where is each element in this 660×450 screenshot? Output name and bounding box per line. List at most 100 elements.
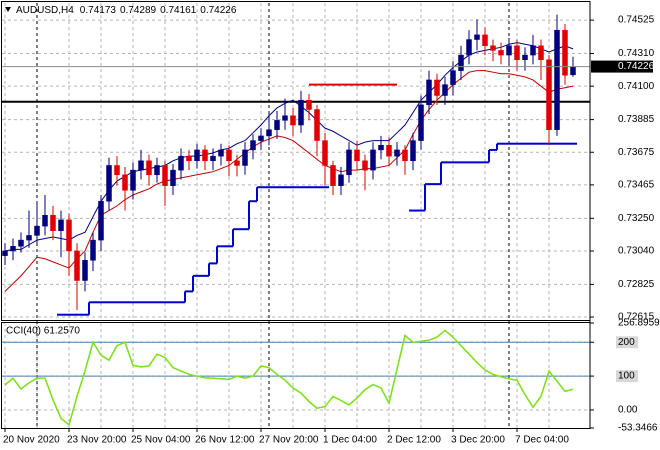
y-tick-label: 0.73885 bbox=[618, 114, 655, 125]
y-tick-label: 0.74100 bbox=[618, 81, 655, 92]
candle-body bbox=[242, 149, 248, 166]
candle-body bbox=[290, 115, 296, 126]
candle-body bbox=[146, 160, 152, 176]
candle-body bbox=[458, 54, 464, 71]
candle-body bbox=[122, 174, 128, 191]
candle-body bbox=[466, 39, 472, 56]
candle-body bbox=[354, 149, 360, 162]
high-value: 0.74289 bbox=[120, 5, 157, 16]
close-value: 0.74226 bbox=[200, 5, 237, 16]
candle-body bbox=[66, 219, 72, 252]
candle-body bbox=[2, 250, 8, 256]
x-tick-label: 26 Nov 12:00 bbox=[195, 435, 255, 446]
candle-body bbox=[42, 214, 48, 227]
candle-body bbox=[34, 225, 40, 236]
candle-body bbox=[394, 149, 400, 157]
y-tick-label: 0.74310 bbox=[618, 48, 655, 59]
candle-body bbox=[82, 260, 88, 281]
candle-body bbox=[402, 149, 408, 162]
candle-body bbox=[418, 104, 424, 141]
y-tick-label: 0.74525 bbox=[618, 15, 655, 26]
candle-body bbox=[514, 45, 520, 60]
candle-body bbox=[10, 246, 16, 252]
candle-body bbox=[210, 155, 216, 162]
x-tick-label: 7 Dec 04:00 bbox=[515, 435, 569, 446]
candle-body bbox=[130, 169, 136, 191]
candle-body bbox=[322, 140, 328, 166]
labels-layer: 20 Nov 2020 23 Nov 20:00 25 Nov 04:00 26 No… bbox=[3, 1, 660, 446]
candle-body bbox=[50, 214, 56, 232]
chart-header: AUDUSD,H4 0.74173 0.74289 0.74161 0.74226 bbox=[16, 5, 237, 16]
candle-body bbox=[170, 169, 176, 186]
data-layer bbox=[2, 14, 590, 427]
cci-title: CCI(40) 61.2570 bbox=[6, 326, 80, 337]
x-tick-label: 25 Nov 04:00 bbox=[131, 435, 191, 446]
candle-body bbox=[386, 145, 392, 157]
level-label-box bbox=[616, 370, 638, 383]
candle-body bbox=[338, 174, 344, 186]
low-value: 0.74161 bbox=[160, 5, 197, 16]
candle-body bbox=[202, 149, 208, 162]
symbol: AUDUSD,H4 bbox=[16, 5, 74, 16]
candle-body bbox=[18, 239, 24, 247]
x-tick-label: 1 Dec 04:00 bbox=[323, 435, 377, 446]
x-tick-label: 3 Dec 20:00 bbox=[451, 435, 505, 446]
candle-body bbox=[274, 120, 280, 130]
candle-body bbox=[58, 219, 64, 232]
x-tick-label: 2 Dec 12:00 bbox=[387, 435, 441, 446]
candle-body bbox=[482, 34, 488, 47]
candle-body bbox=[346, 149, 352, 176]
y-tick-label: 0.00 bbox=[618, 405, 638, 416]
candle-body bbox=[570, 66, 576, 76]
current-price-label: 0.74226 bbox=[618, 61, 655, 72]
candle-body bbox=[234, 160, 240, 166]
candle-body bbox=[426, 79, 432, 106]
y-tick-label: 0.73465 bbox=[618, 180, 655, 191]
candle-body bbox=[194, 149, 200, 162]
candle-body bbox=[162, 165, 168, 186]
candle-body bbox=[186, 155, 192, 162]
candle-body bbox=[250, 140, 256, 151]
candle-body bbox=[562, 29, 568, 76]
candle-body bbox=[330, 165, 336, 186]
candle-body bbox=[378, 145, 384, 151]
candle-body bbox=[474, 34, 480, 40]
candle-body bbox=[530, 45, 536, 56]
x-tick-label: 27 Nov 20:00 bbox=[259, 435, 319, 446]
open-value: 0.74173 bbox=[80, 5, 117, 16]
candle-body bbox=[410, 140, 416, 162]
candle-body bbox=[90, 239, 96, 261]
x-tick-label: 20 Nov 2020 bbox=[3, 435, 60, 446]
candle-body bbox=[546, 59, 552, 130]
candle-body bbox=[434, 79, 440, 96]
candle-body bbox=[362, 160, 368, 171]
candle-body bbox=[138, 160, 144, 171]
candle-body bbox=[178, 155, 184, 171]
candle-body bbox=[442, 84, 448, 96]
y-tick-label: 0.73675 bbox=[618, 147, 655, 158]
candle-body bbox=[498, 50, 504, 56]
candle-body bbox=[258, 135, 264, 141]
y-tick-label: 0.73250 bbox=[618, 213, 655, 224]
candle-body bbox=[282, 115, 288, 121]
candle-body bbox=[98, 200, 104, 241]
current-price-box bbox=[591, 60, 653, 73]
y-tick-label: 200 bbox=[618, 337, 635, 348]
y-tick-label: 100 bbox=[618, 371, 635, 382]
candle-body bbox=[538, 45, 544, 60]
candle-body bbox=[26, 235, 32, 241]
candle-body bbox=[218, 149, 224, 157]
candle-body bbox=[106, 165, 112, 202]
y-tick-label: 0.72615 bbox=[618, 312, 655, 323]
candle-body bbox=[226, 149, 232, 162]
level-label-box bbox=[616, 336, 638, 349]
candle-body bbox=[370, 149, 376, 171]
candle-body bbox=[154, 165, 160, 176]
y-tick-label: 0.73040 bbox=[618, 246, 655, 257]
candle-body bbox=[266, 129, 272, 137]
menu-triangle[interactable] bbox=[5, 7, 11, 12]
candle-body bbox=[306, 99, 312, 110]
candle-body bbox=[450, 70, 456, 85]
